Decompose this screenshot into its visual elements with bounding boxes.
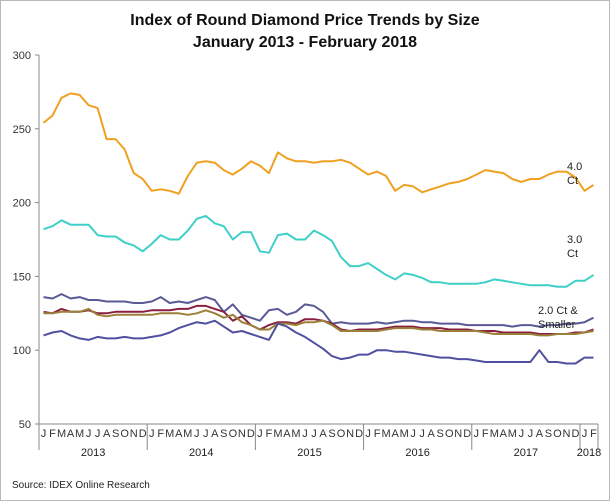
x-tick-label: N [454,428,462,440]
x-tick-label: J [95,428,101,440]
x-tick-label: J [302,428,308,440]
x-tick-label: J [410,428,416,440]
x-tick-label: A [211,428,219,440]
y-tick-label: 100 [13,345,31,357]
y-tick-label: 200 [13,198,31,210]
x-tick-label: A [500,428,508,440]
x-tick-label: M [57,428,66,440]
series-label: 4.0 [567,161,582,173]
x-tick-label: M [400,428,409,440]
x-tick-label: F [590,428,597,440]
x-tick-label: N [562,428,570,440]
y-tick-label: 300 [13,50,31,62]
x-tick-label: S [437,428,444,440]
x-tick-label: D [571,428,579,440]
x-tick-label: N [130,428,138,440]
x-tick-label: O [229,428,238,440]
year-label: 2013 [81,447,105,459]
x-tick-label: M [183,428,192,440]
series-line [43,214,595,288]
series-label: Ct [567,175,578,187]
x-tick-label: S [220,428,227,440]
x-tick-label: F [157,428,164,440]
x-tick-label: J [41,428,47,440]
chart-title-line-2: January 2013 - February 2018 [192,34,418,51]
x-tick-label: M [382,428,391,440]
x-tick-label: F [49,428,56,440]
y-tick-label: 150 [13,271,31,283]
x-tick-label: D [247,428,255,440]
series-label: 3.0 [567,234,582,246]
series-line [43,307,594,337]
x-tick-label: N [346,428,354,440]
x-tick-label: A [391,428,399,440]
x-tick-label: J [203,428,209,440]
series-line [43,319,594,365]
x-tick-label: M [273,428,282,440]
x-tick-label: A [283,428,291,440]
chart-title: Index of Round Diamond Price Trends by S… [0,10,610,54]
year-label: 2016 [405,447,429,459]
x-tick-label: M [291,428,300,440]
x-tick-label: J [257,428,263,440]
x-tick-label: M [508,428,517,440]
year-label: 2017 [514,447,538,459]
x-tick-label: A [319,428,327,440]
x-tick-label: F [266,428,273,440]
x-tick-label: O [553,428,562,440]
x-tick-label: S [545,428,552,440]
x-tick-label: O [445,428,454,440]
x-tick-label: N [238,428,246,440]
x-tick-label: J [311,428,317,440]
x-tick-label: J [194,428,200,440]
x-tick-label: J [519,428,525,440]
x-tick-label: J [419,428,425,440]
series-line [43,304,594,335]
x-tick-label: J [149,428,155,440]
year-label: 2015 [297,447,321,459]
year-label: 2014 [189,447,213,459]
x-tick-label: J [474,428,480,440]
source-note: Source: IDEX Online Research [12,480,150,491]
x-tick-label: M [490,428,499,440]
x-tick-label: J [528,428,534,440]
x-tick-label: A [103,428,111,440]
x-tick-label: F [374,428,381,440]
x-tick-label: A [175,428,183,440]
series-label: 2.0 Ct & [538,305,578,317]
series-label: Smaller [538,319,576,331]
series-line [42,92,595,195]
x-tick-label: D [355,428,363,440]
x-tick-label: J [86,428,92,440]
x-tick-label: F [482,428,489,440]
x-tick-label: A [67,428,75,440]
x-tick-label: D [463,428,471,440]
x-tick-label: A [536,428,544,440]
year-label: 2018 [577,447,601,459]
series-line [43,293,594,328]
x-tick-label: S [112,428,119,440]
x-tick-label: S [328,428,335,440]
x-tick-label: J [582,428,588,440]
x-tick-label: M [165,428,174,440]
series-label: Ct [567,248,578,260]
x-tick-label: O [337,428,346,440]
x-tick-label: O [120,428,129,440]
x-tick-label: J [365,428,371,440]
x-tick-label: D [139,428,147,440]
x-tick-label: A [428,428,436,440]
y-tick-label: 250 [13,124,31,136]
y-tick-label: 50 [19,419,31,431]
chart-title-line-1: Index of Round Diamond Price Trends by S… [130,12,480,29]
x-tick-label: M [75,428,84,440]
